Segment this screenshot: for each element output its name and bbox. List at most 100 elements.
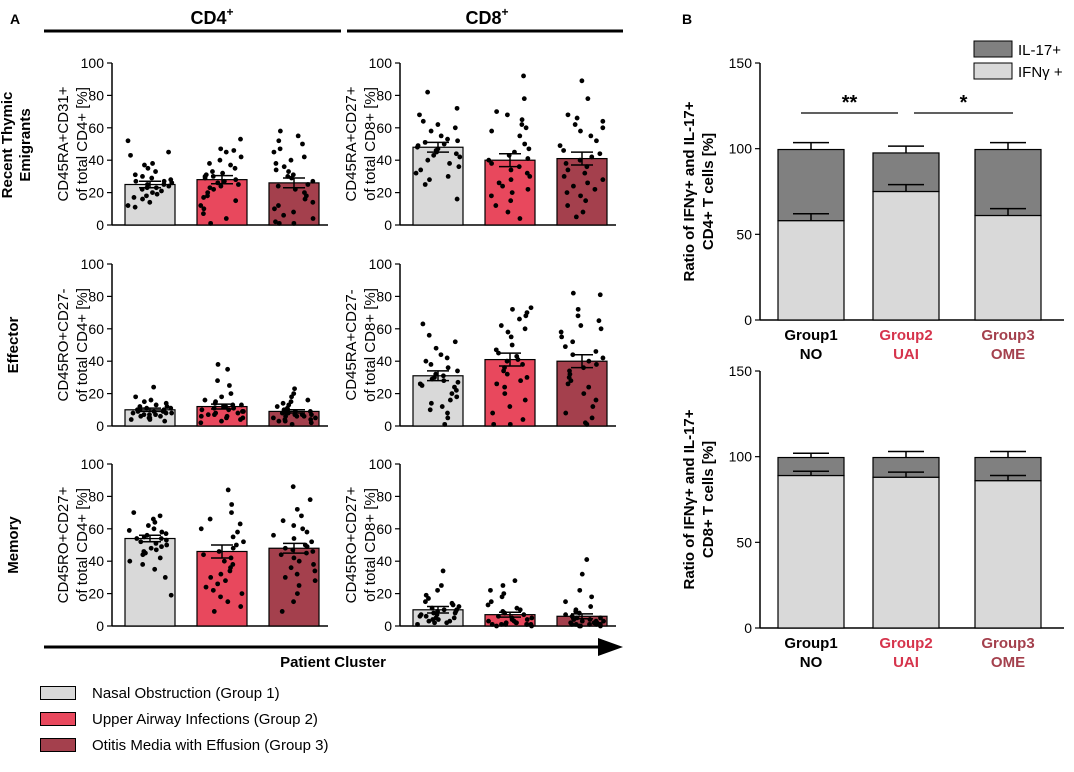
a-rte-cd4-point (271, 149, 277, 155)
b-cd4-ylabel: Ratio of IFNγ+ and IL-17+ CD4+ T cells [%… (681, 101, 717, 281)
a-mem-cd4-ytick-label: 80 (88, 488, 104, 504)
a-mem-cd8-point (426, 618, 432, 624)
a-rte-cd8-point (564, 190, 570, 196)
a-rte-cd4-ytick-label: 40 (88, 152, 104, 168)
a-eff-cd4-point (219, 418, 224, 424)
a-mem-cd8-point (529, 615, 535, 621)
a-mem-cd4-point (164, 542, 170, 548)
a-rte-cd8-point (561, 148, 567, 153)
cd8-header: CD8+ (465, 5, 508, 28)
a-mem-cd8-point (529, 623, 534, 629)
a-eff-cd4-ytick-label: 100 (81, 256, 105, 272)
a-eff-cd4-ytick-label: 0 (96, 418, 104, 434)
a-rte-cd8-bar-3 (556, 157, 608, 226)
a-rte-cd8-point (457, 154, 463, 160)
a-mem-cd8-point (524, 617, 530, 622)
a-eff-cd8-point (445, 410, 450, 416)
a-rte-cd8-point (447, 161, 452, 166)
a-eff-cd4-point (301, 413, 307, 419)
a-mem-cd4-point (203, 584, 209, 590)
a-eff-cd8-point (562, 344, 568, 350)
b-cd8-xlabel-3: Group3 (981, 635, 1034, 652)
a-rte-cd4-point (273, 219, 278, 225)
a-mem-cd4-point (296, 558, 302, 564)
a-mem-cd4-point (141, 534, 147, 540)
a-mem-cd8-point (485, 602, 491, 608)
ylabel-line: of total CD8+ [%] (362, 87, 379, 201)
a-mem-cd8-point (577, 623, 582, 629)
ylabel-line: CD45RO+CD27+ (55, 486, 72, 603)
a-mem-cd8-point (576, 610, 582, 616)
a-eff-cd8-point (589, 415, 595, 421)
a-mem-cd4-bar-2 (196, 550, 248, 627)
a-rte-cd4-point (145, 165, 151, 171)
a-mem-cd8-point (426, 596, 431, 601)
a-rte-cd4-point (215, 180, 221, 186)
a-mem-cd4-point (237, 521, 243, 527)
a-rte-cd4-point (286, 169, 291, 174)
ylabel-line: of total CD8+ [%] (362, 288, 379, 402)
a-eff-cd4-point (168, 405, 174, 411)
a-mem-cd8-point (588, 604, 594, 609)
a-rte-cd8-point (577, 157, 583, 163)
a-rte-cd8-point (508, 198, 514, 204)
a-mem-cd4-point (290, 547, 296, 553)
a-eff-cd8-point (455, 379, 461, 385)
a-rte-cd4-ylabel: CD45RA+CD31+ of total CD4+ [%] (55, 86, 91, 201)
a-rte-cd8-point (525, 156, 531, 161)
a-mem-cd4-point (159, 544, 164, 550)
a-rte-cd4-point (277, 128, 283, 134)
a-eff-cd4-point (289, 394, 294, 400)
a-eff-cd4-point (228, 391, 234, 396)
row-label-line: Recent Thymic (0, 92, 16, 199)
a-mem-cd4-point (157, 555, 163, 561)
a-rte-cd4-point (128, 152, 133, 158)
a-eff-cd4-point (169, 410, 175, 416)
a-eff-cd4-point (198, 413, 204, 419)
a-mem-cd8-point (494, 623, 499, 629)
ylabel-line: Ratio of IFNγ+ and IL-17+ (681, 101, 698, 281)
a-mem-cd4-point (309, 539, 315, 545)
a-eff-cd8-point (447, 397, 453, 403)
a-eff-cd8-point (505, 329, 511, 335)
a-rte-cd4-point (201, 195, 207, 200)
cd4-header-sup: + (227, 5, 234, 19)
b-cd4-ytick-label: 150 (729, 55, 753, 71)
a-eff-cd8-point (563, 410, 569, 416)
a-mem-cd8-point (598, 615, 603, 621)
a-rte-cd4-point (142, 162, 147, 168)
a-rte-cd8-point (445, 174, 451, 179)
a-mem-cd8-point (489, 621, 495, 627)
a-mem-cd8-ytick-label: 0 (384, 618, 392, 634)
a-rte-cd8-point (435, 122, 441, 127)
legend-swatch-group2 (40, 712, 76, 726)
a-eff-cd4-point (198, 420, 204, 426)
a-rte-cd8-point (600, 118, 606, 124)
a-rte-cd4-point (281, 212, 287, 218)
a-mem-cd8-point (577, 587, 583, 593)
a-rte-cd8-point (578, 193, 583, 199)
a-mem-cd4-point (233, 542, 239, 548)
a-eff-cd8-point (423, 358, 429, 364)
legend-item-group2: Upper Airway Infections (Group 2) (40, 710, 328, 728)
b-cd8-xlabel-3-sub: OME (991, 654, 1025, 671)
a-rte-cd4-point (291, 209, 296, 215)
a-eff-cd8-point (445, 415, 451, 421)
a-mem-cd4-point (230, 534, 236, 540)
a-eff-cd8-point (528, 305, 534, 311)
a-eff-cd8-point (586, 358, 592, 364)
row-label-1: Effector (5, 317, 22, 374)
a-mem-cd8-point (579, 618, 585, 624)
b-cd4-xlabel-2-sub: UAI (893, 346, 919, 363)
a-eff-cd8-point (581, 365, 586, 371)
a-eff-cd4-point (135, 409, 141, 414)
a-rte-cd8-point (585, 180, 591, 186)
a-eff-cd4-ytick-label: 20 (88, 386, 104, 402)
row-label-line: Emigrants (17, 108, 34, 181)
a-eff-cd8-point (494, 381, 500, 387)
a-mem-cd4-point (157, 513, 163, 519)
a-eff-cd8-point (565, 381, 571, 387)
a-mem-cd4-point (291, 555, 297, 561)
a-rte-cd4-point (207, 161, 212, 166)
a-rte-cd4-bar-1 (124, 183, 176, 226)
